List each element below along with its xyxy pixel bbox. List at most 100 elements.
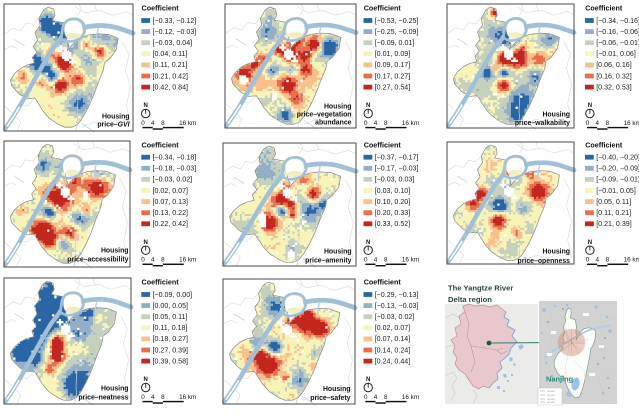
svg-text:[−0.09, 0.01]: [−0.09, 0.01] bbox=[375, 39, 415, 47]
svg-text:8: 8 bbox=[161, 120, 165, 127]
svg-text:[0.04, 0.11]: [0.04, 0.11] bbox=[153, 50, 188, 58]
svg-text:Coefficient: Coefficient bbox=[364, 278, 402, 287]
svg-text:[0.27, 0.39]: [0.27, 0.39] bbox=[153, 346, 189, 354]
svg-text:4: 4 bbox=[595, 257, 599, 264]
svg-text:aa aaa: aa aaa bbox=[547, 398, 555, 401]
svg-text:[−0.34, −0.16]: [−0.34, −0.16] bbox=[596, 17, 639, 25]
svg-text:[0.18, 0.27]: [0.18, 0.27] bbox=[153, 335, 189, 343]
svg-text:[−0.12, −0.03]: [−0.12, −0.03] bbox=[153, 28, 197, 36]
svg-text:[0.32, 0.53]: [0.32, 0.53] bbox=[596, 83, 632, 91]
svg-text:Coefficient: Coefficient bbox=[585, 140, 623, 149]
svg-text:[0.21, 0.39]: [0.21, 0.39] bbox=[596, 220, 632, 228]
svg-text:Housing: Housing bbox=[323, 386, 351, 393]
svg-text:N: N bbox=[366, 240, 370, 246]
svg-text:0: 0 bbox=[364, 120, 368, 127]
svg-text:[−0.03, 0.04]: [−0.03, 0.04] bbox=[153, 39, 193, 47]
svg-text:0: 0 bbox=[141, 257, 145, 264]
svg-text:[0.07, 0.14]: [0.07, 0.14] bbox=[375, 335, 411, 343]
svg-text:[0.11, 0.18]: [0.11, 0.18] bbox=[153, 324, 188, 332]
svg-text:aa aaa: aa aaa bbox=[547, 390, 555, 393]
svg-text:[−0.01, 0.06]: [−0.01, 0.06] bbox=[596, 50, 636, 58]
svg-text:[−0.16, −0.06]: [−0.16, −0.06] bbox=[596, 28, 639, 36]
svg-text:4: 4 bbox=[374, 394, 378, 401]
svg-text:[0.20, 0.33]: [0.20, 0.33] bbox=[375, 209, 411, 217]
svg-text:[−0.18, −0.03]: [−0.18, −0.03] bbox=[153, 165, 197, 173]
svg-text:16 km: 16 km bbox=[624, 120, 639, 127]
svg-text:4: 4 bbox=[374, 120, 378, 127]
svg-text:Housing: Housing bbox=[101, 386, 129, 393]
svg-text:4: 4 bbox=[151, 257, 155, 264]
svg-text:The Yangtze River: The Yangtze River bbox=[448, 284, 513, 293]
svg-text:[0.11, 0.21]: [0.11, 0.21] bbox=[596, 209, 631, 217]
svg-text:price–accessibility: price–accessibility bbox=[67, 257, 128, 264]
svg-text:8: 8 bbox=[161, 257, 165, 264]
svg-text:0: 0 bbox=[141, 120, 145, 127]
svg-text:Coefficient: Coefficient bbox=[142, 278, 180, 287]
svg-text:[0.13, 0.22]: [0.13, 0.22] bbox=[153, 209, 189, 217]
svg-text:[0.09, 0.17]: [0.09, 0.17] bbox=[375, 61, 411, 69]
svg-text:[0.00, 0.05]: [0.00, 0.05] bbox=[153, 302, 189, 310]
svg-text:[0.01, 0.09]: [0.01, 0.09] bbox=[375, 50, 411, 58]
svg-text:[−0.34, −0.18]: [−0.34, −0.18] bbox=[153, 154, 197, 162]
svg-text:[−0.13, −0.03]: [−0.13, −0.03] bbox=[375, 302, 419, 310]
svg-text:[−0.09, −0.01]: [−0.09, −0.01] bbox=[596, 176, 639, 184]
svg-text:[−0.03, 0.03]: [−0.03, 0.03] bbox=[375, 176, 415, 184]
svg-text:16 km: 16 km bbox=[179, 394, 196, 401]
svg-text:[0.11, 0.21]: [0.11, 0.21] bbox=[153, 61, 188, 69]
svg-text:[−0.03, 0.02]: [−0.03, 0.02] bbox=[153, 176, 193, 184]
svg-text:Nanjing: Nanjing bbox=[546, 375, 574, 384]
svg-text:Coefficient: Coefficient bbox=[142, 140, 180, 149]
svg-text:Housing: Housing bbox=[542, 249, 570, 256]
svg-text:N: N bbox=[144, 377, 148, 383]
svg-text:Coefficient: Coefficient bbox=[364, 4, 402, 13]
svg-text:Housing: Housing bbox=[542, 112, 570, 119]
svg-text:abundance: abundance bbox=[315, 120, 352, 127]
svg-text:4: 4 bbox=[151, 120, 155, 127]
svg-text:Coefficient: Coefficient bbox=[142, 4, 180, 13]
svg-text:[−0.09, 0.00]: [−0.09, 0.00] bbox=[153, 291, 193, 299]
svg-text:price–neatness: price–neatness bbox=[78, 395, 128, 402]
svg-text:[0.42, 0.84]: [0.42, 0.84] bbox=[153, 83, 189, 91]
svg-text:[0.22, 0.42]: [0.22, 0.42] bbox=[153, 220, 189, 228]
svg-text:0: 0 bbox=[364, 394, 368, 401]
svg-text:N: N bbox=[144, 103, 148, 109]
svg-text:[0.24, 0.44]: [0.24, 0.44] bbox=[375, 357, 411, 365]
svg-text:N: N bbox=[366, 103, 370, 109]
svg-text:Housing: Housing bbox=[324, 249, 352, 256]
svg-text:[0.16, 0.32]: [0.16, 0.32] bbox=[596, 72, 632, 80]
svg-text:[−0.29, −0.13]: [−0.29, −0.13] bbox=[375, 291, 419, 299]
svg-text:N: N bbox=[366, 377, 370, 383]
svg-text:0: 0 bbox=[141, 394, 145, 401]
svg-text:N: N bbox=[588, 103, 592, 109]
svg-text:Housing: Housing bbox=[101, 248, 129, 255]
svg-text:[−0.53, −0.25]: [−0.53, −0.25] bbox=[375, 17, 419, 25]
svg-text:[0.14, 0.24]: [0.14, 0.24] bbox=[375, 346, 411, 354]
svg-text:[0.07, 0.13]: [0.07, 0.13] bbox=[153, 198, 189, 206]
svg-text:price–openness: price–openness bbox=[518, 258, 571, 265]
svg-text:price–amenity: price–amenity bbox=[305, 258, 352, 265]
svg-text:Housing: Housing bbox=[102, 114, 130, 121]
svg-text:[0.05, 0.11]: [0.05, 0.11] bbox=[596, 198, 631, 206]
svg-text:[0.21, 0.42]: [0.21, 0.42] bbox=[153, 72, 189, 80]
svg-text:16 km: 16 km bbox=[624, 257, 639, 264]
svg-text:4: 4 bbox=[151, 394, 155, 401]
svg-text:0: 0 bbox=[364, 257, 368, 264]
svg-text:aa aaa: aa aaa bbox=[547, 401, 555, 404]
svg-text:8: 8 bbox=[161, 394, 165, 401]
svg-text:[0.02, 0.07]: [0.02, 0.07] bbox=[375, 324, 411, 332]
svg-text:[0.03, 0.10]: [0.03, 0.10] bbox=[375, 187, 411, 195]
svg-text:Housing: Housing bbox=[324, 104, 352, 111]
svg-text:N: N bbox=[588, 240, 592, 246]
svg-text:price–GVI: price–GVI bbox=[97, 122, 130, 129]
svg-text:Coefficient: Coefficient bbox=[585, 4, 623, 13]
svg-text:8: 8 bbox=[384, 120, 388, 127]
svg-text:8: 8 bbox=[606, 120, 610, 127]
svg-text:4: 4 bbox=[595, 120, 599, 127]
svg-text:Delta region: Delta region bbox=[448, 295, 492, 304]
svg-text:price–safety: price–safety bbox=[310, 395, 350, 402]
svg-text:aa aaa: aa aaa bbox=[547, 394, 555, 397]
svg-text:[−0.25, −0.09]: [−0.25, −0.09] bbox=[375, 28, 419, 36]
svg-text:[−0.17, −0.03]: [−0.17, −0.03] bbox=[375, 165, 419, 173]
svg-text:[0.17, 0.27]: [0.17, 0.27] bbox=[375, 72, 411, 80]
svg-text:[0.06, 0.16]: [0.06, 0.16] bbox=[596, 61, 632, 69]
